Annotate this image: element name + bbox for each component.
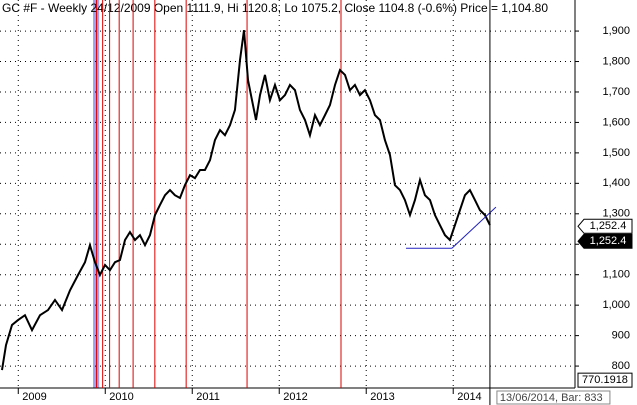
x-tick-label: 2009 <box>22 391 46 403</box>
price-label: 1,252.4 <box>590 220 627 232</box>
x-tick-label: 2010 <box>109 391 133 403</box>
price-label: 1,252.4 <box>590 235 627 247</box>
y-tick-label: 1,500 <box>602 147 630 159</box>
chart-title: GC #F - Weekly 24/12/2009 Open 1111.9, H… <box>2 1 548 15</box>
y-tick-label: 1,900 <box>602 25 630 37</box>
x-tick-label: 2011 <box>196 391 220 403</box>
cursor-date-label: 13/06/2014, Bar: 833 <box>500 392 603 404</box>
cursor-date-box <box>496 390 611 405</box>
y-tick-label: 1,000 <box>602 299 630 311</box>
y-tick-label: 800 <box>612 360 630 372</box>
y-tick-label: 1,600 <box>602 116 630 128</box>
x-tick-label: 2013 <box>370 391 394 403</box>
x-tick-label: 2012 <box>283 391 307 403</box>
price-label-box <box>577 218 633 234</box>
y-tick-label: 1,400 <box>602 177 630 189</box>
y-tick-label: 1,300 <box>602 208 630 220</box>
trendline <box>451 206 497 249</box>
x-tick-label: 2014 <box>457 391 481 403</box>
cursor-value-label: 770.1918 <box>582 374 628 386</box>
cursor-value-box <box>577 372 633 388</box>
y-tick-label: 1,700 <box>602 86 630 98</box>
y-tick-label: 1,800 <box>602 55 630 67</box>
price-line <box>1 30 491 371</box>
y-tick-label: 1,100 <box>602 269 630 281</box>
y-tick-label: 900 <box>612 330 630 342</box>
price-label-box <box>577 233 633 249</box>
